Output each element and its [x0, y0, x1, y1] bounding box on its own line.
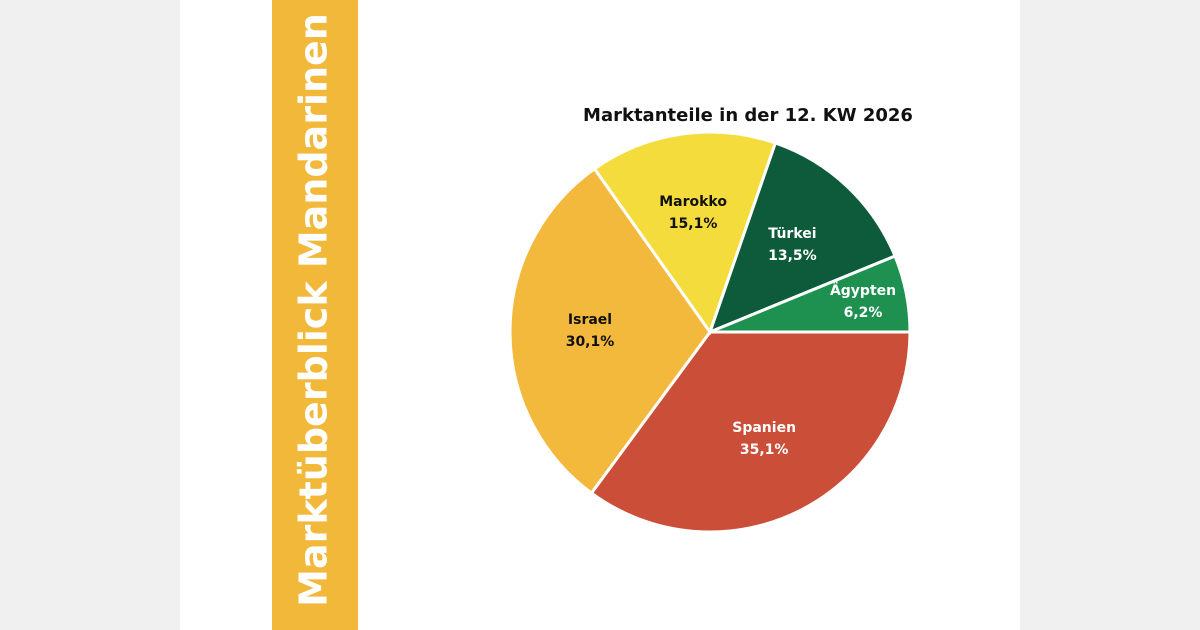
pie-slice: [592, 130, 778, 336]
value-label: 15,1%: [669, 216, 718, 232]
pie-slice: [508, 166, 712, 496]
slice-label: Marokko: [659, 194, 727, 210]
chart-title: Marktanteile in der 12. KW 2026: [583, 105, 913, 126]
slice-label: Spanien: [732, 420, 796, 436]
slice-label: Ägypten: [830, 282, 896, 299]
sidebar-title: Marktüberblick Mandarinen: [292, 13, 336, 607]
value-label: 30,1%: [566, 334, 615, 350]
pie-slice: [707, 141, 897, 335]
slice-label: Türkei: [768, 226, 816, 242]
value-label: 13,5%: [768, 248, 817, 264]
pie-slice: [709, 254, 912, 334]
pie-slice: [589, 330, 912, 534]
slice-label: Israel: [568, 312, 612, 328]
value-label: 35,1%: [740, 442, 789, 458]
sidebar: [272, 0, 358, 630]
value-label: 6,2%: [844, 305, 883, 321]
